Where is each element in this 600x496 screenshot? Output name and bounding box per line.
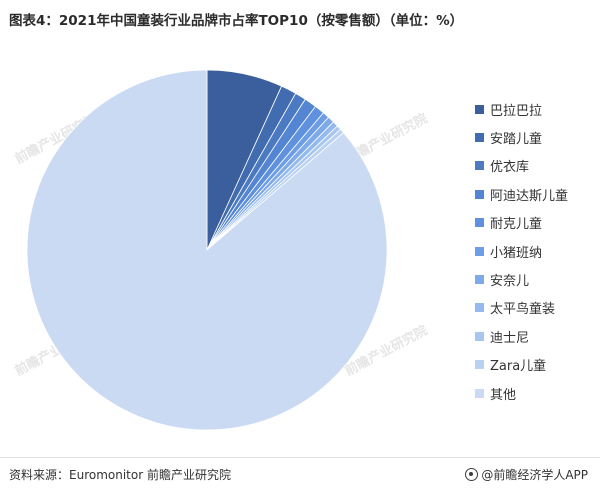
footer-divider	[0, 457, 600, 458]
legend-label: 小猪班纳	[490, 245, 543, 261]
legend-swatch	[475, 303, 484, 313]
legend-item: 迪士尼	[475, 322, 568, 350]
legend-item: 太平鸟童装	[475, 294, 568, 322]
brand-logo-icon	[465, 468, 479, 481]
legend-swatch	[475, 388, 484, 398]
legend-swatch	[475, 104, 484, 114]
legend-item: 巴拉巴拉	[475, 95, 568, 123]
source-note: 资料来源：Euromonitor 前瞻产业研究院	[9, 468, 231, 482]
legend-label: 安奈儿	[490, 274, 530, 290]
legend-item: 阿迪达斯儿童	[475, 180, 568, 208]
legend-swatch	[475, 189, 484, 199]
legend-label: Zara儿童	[490, 359, 547, 375]
legend-label: 安踏儿童	[490, 132, 543, 148]
legend-item: 其他	[475, 379, 568, 407]
legend-label: 迪士尼	[490, 330, 530, 346]
brand-credit: @前瞻经济学人APP	[465, 466, 588, 483]
legend-item: 安踏儿童	[475, 123, 568, 151]
legend-label: 阿迪达斯儿童	[490, 188, 569, 204]
legend-swatch	[475, 161, 484, 171]
legend-item: 优衣库	[475, 152, 568, 180]
legend-label: 巴拉巴拉	[490, 103, 543, 119]
legend-swatch	[475, 275, 484, 285]
brand-text: @前瞻经济学人APP	[481, 468, 588, 482]
chart-title: 图表4：2021年中国童装行业品牌市占率TOP10（按零售额）（单位：%）	[9, 13, 464, 29]
legend-swatch	[475, 331, 484, 341]
pie-slice-10	[26, 69, 388, 431]
legend-swatch	[475, 218, 484, 228]
legend-item: Zara儿童	[475, 351, 568, 379]
legend-item: 安奈儿	[475, 265, 568, 293]
legend-item: 耐克儿童	[475, 209, 568, 237]
legend-label: 耐克儿童	[490, 217, 543, 233]
legend-item: 小猪班纳	[475, 237, 568, 265]
legend-swatch	[475, 360, 484, 370]
legend-label: 太平鸟童装	[490, 302, 556, 318]
chart-legend: 巴拉巴拉安踏儿童优衣库阿迪达斯儿童 耐克儿童小猪班纳安奈儿太平鸟童装迪士尼 Zara…	[475, 95, 568, 407]
legend-label: 其他	[490, 387, 517, 403]
legend-swatch	[475, 246, 484, 256]
legend-swatch	[475, 133, 484, 143]
legend-label: 优衣库	[490, 160, 530, 176]
